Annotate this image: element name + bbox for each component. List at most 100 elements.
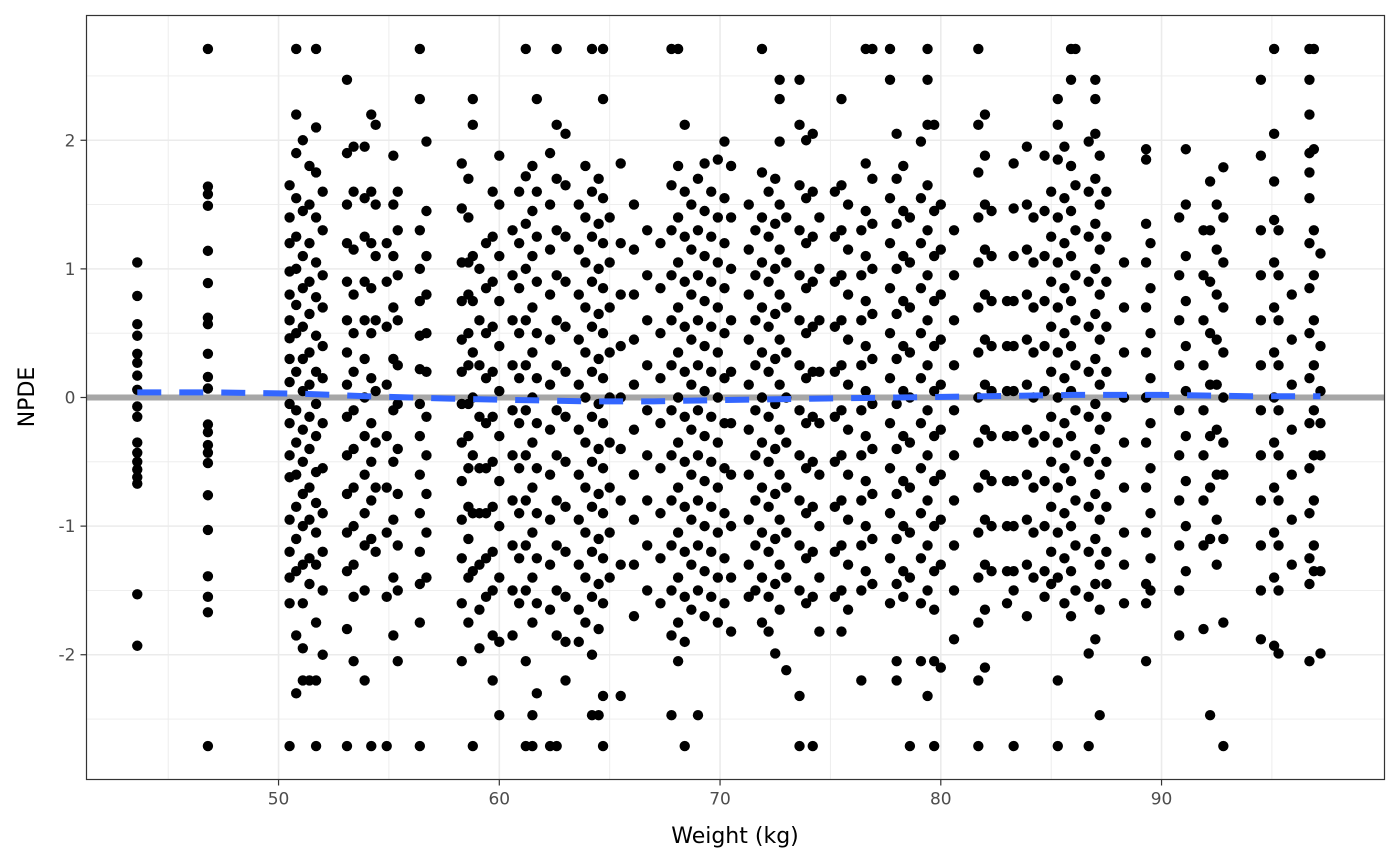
data-point	[770, 578, 781, 590]
data-point	[794, 74, 805, 86]
data-point	[842, 199, 854, 210]
data-point	[1315, 340, 1326, 352]
data-point	[679, 591, 690, 603]
data-point	[580, 482, 591, 493]
data-point	[712, 482, 724, 493]
data-point	[706, 501, 717, 513]
data-point	[593, 443, 604, 455]
data-point	[414, 93, 426, 105]
data-point	[750, 270, 761, 281]
data-point	[842, 244, 854, 255]
data-point	[544, 604, 556, 615]
data-point	[928, 205, 940, 217]
data-point	[593, 533, 604, 545]
data-point	[202, 427, 214, 438]
data-point	[672, 527, 684, 538]
data-point	[1268, 527, 1280, 538]
data-point	[304, 308, 315, 320]
data-point	[800, 553, 812, 564]
data-point	[655, 463, 666, 474]
data-point	[935, 289, 946, 300]
data-point	[531, 463, 543, 474]
data-point	[856, 450, 867, 461]
data-point	[1273, 648, 1284, 659]
data-point	[341, 347, 353, 358]
data-point	[421, 450, 432, 461]
data-point	[922, 360, 933, 371]
data-point	[392, 488, 403, 500]
data-point	[655, 598, 666, 609]
data-point	[948, 585, 960, 596]
data-point	[132, 456, 143, 468]
data-point	[480, 508, 492, 519]
data-point	[1065, 610, 1077, 622]
data-point	[800, 135, 812, 146]
data-point	[774, 514, 785, 525]
data-point	[520, 585, 531, 596]
data-point	[781, 664, 792, 676]
data-point	[935, 424, 946, 435]
data-point	[915, 327, 927, 339]
data-point	[291, 437, 302, 448]
data-point	[1140, 154, 1152, 165]
data-point	[628, 244, 640, 255]
data-point	[743, 379, 754, 390]
data-point	[1008, 158, 1019, 169]
data-point	[284, 546, 295, 558]
data-point	[1094, 199, 1105, 210]
data-point	[480, 373, 492, 384]
data-point	[463, 327, 474, 339]
data-point	[1065, 160, 1077, 172]
data-point	[1218, 162, 1229, 173]
data-point	[829, 366, 841, 377]
data-point	[1028, 527, 1039, 538]
data-point	[513, 282, 525, 294]
data-point	[370, 119, 381, 131]
data-point	[527, 302, 538, 313]
data-point	[719, 237, 730, 249]
data-point	[948, 405, 960, 416]
data-point	[672, 347, 684, 358]
data-point	[421, 411, 432, 422]
data-point	[551, 540, 562, 551]
data-point	[986, 430, 997, 442]
data-point	[922, 495, 933, 506]
data-point	[750, 540, 761, 551]
data-point	[666, 405, 677, 416]
data-point	[1255, 540, 1267, 551]
data-point	[1090, 128, 1101, 140]
data-point	[1218, 392, 1229, 403]
data-point	[986, 475, 997, 487]
data-point	[348, 520, 359, 532]
data-point	[725, 469, 737, 480]
data-point	[1268, 128, 1280, 140]
data-point	[527, 709, 538, 721]
data-point	[836, 93, 847, 105]
data-point	[381, 276, 392, 287]
data-point	[1052, 93, 1063, 105]
data-point	[202, 371, 214, 383]
data-point	[712, 212, 724, 223]
data-point	[935, 469, 946, 480]
data-point	[359, 430, 370, 442]
data-point	[842, 379, 854, 390]
data-point	[781, 212, 792, 223]
data-point	[770, 443, 781, 455]
data-point	[712, 154, 724, 165]
data-point	[487, 231, 498, 242]
data-point	[366, 456, 377, 468]
data-point	[860, 430, 871, 442]
data-point	[1304, 463, 1315, 474]
data-point	[1039, 565, 1050, 577]
data-point	[1065, 205, 1077, 217]
data-point	[1083, 591, 1094, 603]
data-point	[1268, 214, 1280, 226]
data-point	[359, 141, 370, 152]
data-point	[597, 553, 609, 564]
data-point	[580, 302, 591, 313]
data-point	[836, 225, 847, 236]
data-point	[304, 237, 315, 249]
data-point	[1090, 533, 1101, 545]
data-point	[699, 520, 710, 532]
